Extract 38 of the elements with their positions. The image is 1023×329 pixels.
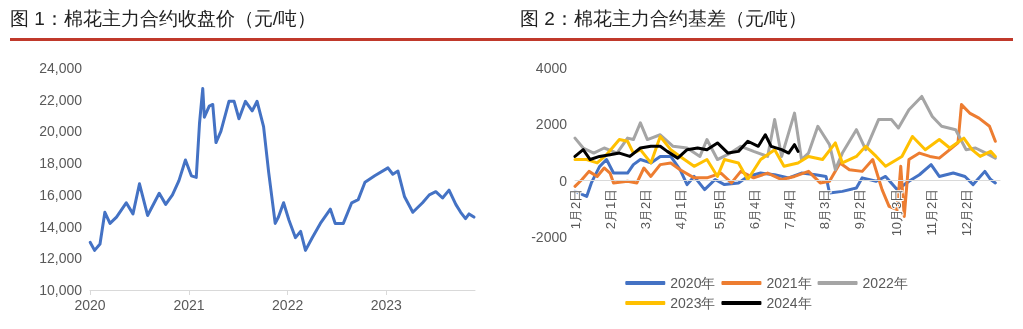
y-tick-label: 12,000 xyxy=(39,250,83,267)
y-tick-label: 16,000 xyxy=(39,186,83,203)
y-tick-label: 0 xyxy=(559,172,568,189)
x-tick-label: 2020 xyxy=(74,297,106,313)
legend-label: 2024年 xyxy=(766,295,812,311)
x-tick-label: 12月2日 xyxy=(958,188,974,237)
legend-label: 2021年 xyxy=(766,275,812,291)
x-tick-label: 2021 xyxy=(173,297,205,313)
x-tick-label: 3月2日 xyxy=(637,188,653,230)
x-tick-label: 11月2日 xyxy=(923,188,939,236)
y-tick-label: 18,000 xyxy=(39,155,83,172)
x-tick-label: 10月3日 xyxy=(888,188,904,237)
chart-title: 图 2：棉花主力合约基差（元/吨） xyxy=(520,7,808,31)
x-tick-label: 4月1日 xyxy=(672,188,688,230)
line-series xyxy=(88,87,476,252)
x-tick-label: 1月2日 xyxy=(567,188,583,230)
y-tick-label: 22,000 xyxy=(39,91,83,108)
line-series xyxy=(573,134,997,182)
y-tick-label: 20,000 xyxy=(39,123,83,140)
x-tick-label: 7月4日 xyxy=(782,188,798,230)
legend-label: 2023年 xyxy=(670,295,716,311)
y-tick-label: 14,000 xyxy=(39,218,83,235)
line-series xyxy=(573,133,800,162)
x-tick-label: 2023 xyxy=(370,297,403,313)
y-tick-label: 4000 xyxy=(535,60,568,76)
y-tick-label: -2000 xyxy=(531,229,568,245)
y-tick-label: 24,000 xyxy=(39,60,83,76)
legend-label: 2022年 xyxy=(862,275,908,291)
x-tick-label: 9月2日 xyxy=(852,188,868,230)
x-tick-label: 2月1日 xyxy=(602,188,618,230)
x-tick-label: 6月4日 xyxy=(747,188,763,230)
legend-label: 2020年 xyxy=(670,275,716,291)
x-tick-label: 5月5日 xyxy=(712,188,728,230)
y-tick-label: 2000 xyxy=(535,116,568,133)
x-tick-label: 8月3日 xyxy=(817,188,833,230)
x-tick-label: 2022 xyxy=(272,297,304,313)
chart-title: 图 1：棉花主力合约收盘价（元/吨） xyxy=(10,7,317,31)
y-tick-label: 10,000 xyxy=(39,282,83,298)
